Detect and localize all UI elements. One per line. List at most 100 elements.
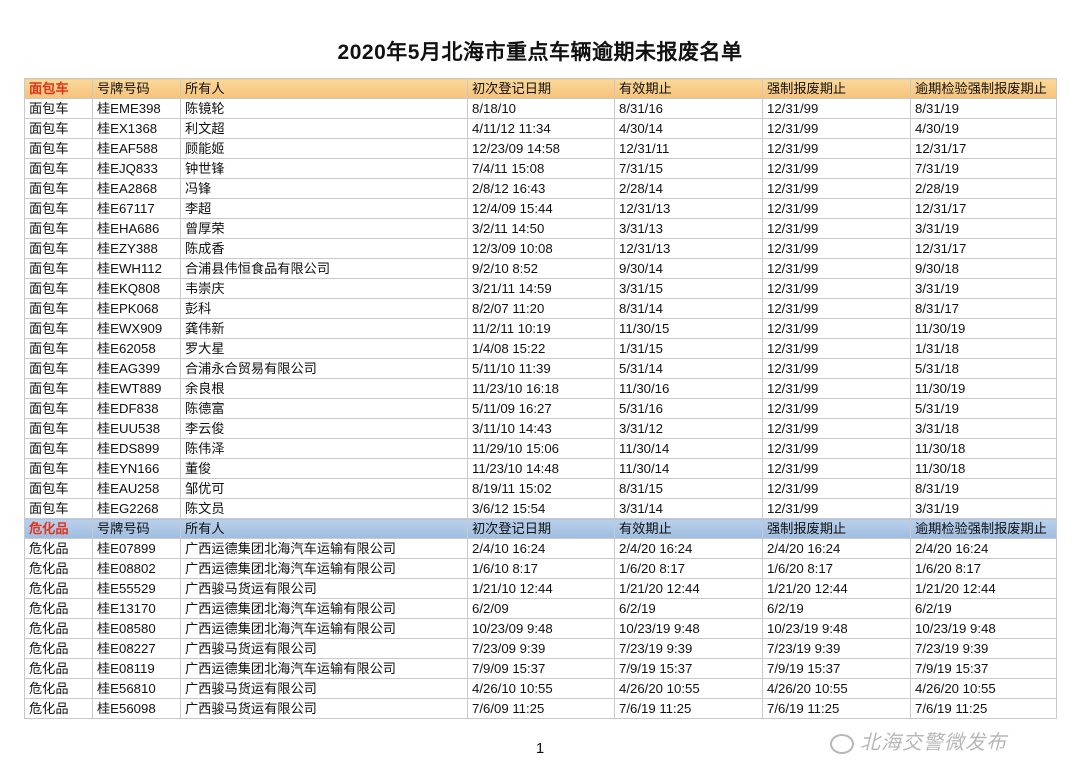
table-row: 面包车 桂EHA686 曾厚荣 3/2/11 14:50 3/31/13 12/31/99…	[24, 218, 1057, 239]
cell-owner: 合浦县伟恒食品有限公司	[180, 258, 468, 279]
cell-forced-scrap: 12/31/99	[762, 418, 911, 439]
cell-valid-until: 7/6/19 11:25	[614, 698, 763, 719]
table-row: 面包车 桂EYN166 董俊 11/23/10 14:48 11/30/14 12/31/…	[24, 458, 1057, 479]
cell-valid-until: 12/31/11	[614, 138, 763, 159]
cell-forced-scrap: 12/31/99	[762, 178, 911, 199]
cell-valid-until: 2/4/20 16:24	[614, 538, 763, 559]
cell-overdue-scrap: 3/31/19	[910, 498, 1057, 519]
cell-first-registration: 8/18/10	[467, 98, 615, 119]
table-row: 危化品 桂E08580 广西运德集团北海汽车运输有限公司 10/23/09 9:48 1…	[24, 618, 1057, 639]
vehicle-table: 面包车 号牌号码 所有人 初次登记日期 有效期止 强制报废期止 逾期检验强制报废期止 面包车桂…	[24, 78, 1057, 719]
cell-overdue-scrap: 8/31/17	[910, 298, 1057, 319]
cell-category: 面包车	[24, 418, 93, 439]
cell-first-registration: 12/3/09 10:08	[467, 238, 615, 259]
cell-valid-until: 7/31/15	[614, 158, 763, 179]
cell-overdue-scrap: 11/30/19	[910, 378, 1057, 399]
cell-overdue-scrap: 6/2/19	[910, 598, 1057, 619]
table-row: 面包车 桂EME398 陈镜轮 8/18/10 8/31/16 12/31/99 8/31/…	[24, 98, 1057, 119]
table-row: 面包车 桂EWH112 合浦县伟恒食品有限公司 9/2/10 8:52 9/30/14 1…	[24, 258, 1057, 279]
page-number: 1	[535, 740, 545, 757]
table-row: 危化品 桂E08119 广西运德集团北海汽车运输有限公司 7/9/09 15:37 7/…	[24, 658, 1057, 679]
cell-owner: 广西骏马货运有限公司	[180, 698, 468, 719]
cell-valid-until: 8/31/14	[614, 298, 763, 319]
cell-plate: 桂EDS899	[92, 438, 181, 459]
cell-forced-scrap: 12/31/99	[762, 338, 911, 359]
cell-forced-scrap: 7/9/19 15:37	[762, 658, 911, 679]
table-row: 危化品 桂E56098 广西骏马货运有限公司 7/6/09 11:25 7/6/19 1…	[24, 698, 1057, 719]
header-forced-scrap: 强制报废期止	[762, 518, 911, 539]
cell-plate: 桂EME398	[92, 98, 181, 119]
cell-category: 危化品	[24, 678, 93, 699]
table-row: 面包车 桂EWT889 余良根 11/23/10 16:18 11/30/16 12/31…	[24, 378, 1057, 399]
cell-first-registration: 11/23/10 14:48	[467, 458, 615, 479]
cell-valid-until: 10/23/19 9:48	[614, 618, 763, 639]
cell-category: 面包车	[24, 118, 93, 139]
table-row: 面包车 桂EZY388 陈成香 12/3/09 10:08 12/31/13 12/31/…	[24, 238, 1057, 259]
cell-forced-scrap: 12/31/99	[762, 138, 911, 159]
document-title: 2020年5月北海市重点车辆逾期未报废名单	[337, 41, 743, 64]
cell-forced-scrap: 12/31/99	[762, 378, 911, 399]
cell-category: 面包车	[24, 298, 93, 319]
cell-valid-until: 1/31/15	[614, 338, 763, 359]
cell-forced-scrap: 12/31/99	[762, 498, 911, 519]
cell-category: 面包车	[24, 358, 93, 379]
cell-valid-until: 3/31/14	[614, 498, 763, 519]
cell-owner: 冯锋	[180, 178, 468, 199]
cell-first-registration: 11/2/11 10:19	[467, 318, 615, 339]
table-row: 面包车 桂EKQ808 韦崇庆 3/21/11 14:59 3/31/15 12/31/9…	[24, 278, 1057, 299]
cell-valid-until: 1/21/20 12:44	[614, 578, 763, 599]
cell-owner: 广西运德集团北海汽车运输有限公司	[180, 558, 468, 579]
cell-valid-until: 12/31/13	[614, 198, 763, 219]
cell-overdue-scrap: 9/30/18	[910, 258, 1057, 279]
cell-first-registration: 7/23/09 9:39	[467, 638, 615, 659]
header-category: 面包车	[24, 78, 93, 99]
cell-category: 面包车	[24, 198, 93, 219]
cell-first-registration: 2/8/12 16:43	[467, 178, 615, 199]
cell-plate: 桂E08580	[92, 618, 181, 639]
cell-overdue-scrap: 7/23/19 9:39	[910, 638, 1057, 659]
cell-category: 面包车	[24, 458, 93, 479]
cell-plate: 桂EWH112	[92, 258, 181, 279]
cell-owner: 陈伟泽	[180, 438, 468, 459]
header-valid-until: 有效期止	[614, 78, 763, 99]
cell-owner: 陈德富	[180, 398, 468, 419]
table-row: 面包车 桂EAG399 合浦永合贸易有限公司 5/11/10 11:39 5/31/14…	[24, 358, 1057, 379]
cell-valid-until: 12/31/13	[614, 238, 763, 259]
cell-valid-until: 11/30/16	[614, 378, 763, 399]
cell-valid-until: 11/30/14	[614, 438, 763, 459]
table-row: 面包车 桂EA2868 冯锋 2/8/12 16:43 2/28/14 12/31/99 2…	[24, 178, 1057, 199]
cell-owner: 合浦永合贸易有限公司	[180, 358, 468, 379]
cell-forced-scrap: 12/31/99	[762, 398, 911, 419]
cell-plate: 桂E13170	[92, 598, 181, 619]
cell-overdue-scrap: 2/28/19	[910, 178, 1057, 199]
cell-forced-scrap: 12/31/99	[762, 358, 911, 379]
section-header-row: 危化品 号牌号码 所有人 初次登记日期 有效期止 强制报废期止 逾期检验强制报废期止	[24, 518, 1057, 539]
cell-category: 面包车	[24, 258, 93, 279]
table-row: 危化品 桂E13170 广西运德集团北海汽车运输有限公司 6/2/09 6/2/19 6/…	[24, 598, 1057, 619]
header-first-registration: 初次登记日期	[467, 518, 615, 539]
cell-plate: 桂E08802	[92, 558, 181, 579]
cell-owner: 龚伟新	[180, 318, 468, 339]
cell-owner: 罗大星	[180, 338, 468, 359]
cell-valid-until: 4/26/20 10:55	[614, 678, 763, 699]
table-row: 面包车 桂E62058 罗大星 1/4/08 15:22 1/31/15 12/31/99…	[24, 338, 1057, 359]
table-row: 危化品 桂E08802 广西运德集团北海汽车运输有限公司 1/6/10 8:17 1/6…	[24, 558, 1057, 579]
cell-forced-scrap: 1/21/20 12:44	[762, 578, 911, 599]
cell-plate: 桂EZY388	[92, 238, 181, 259]
table-row: 危化品 桂E56810 广西骏马货运有限公司 4/26/10 10:55 4/26/20…	[24, 678, 1057, 699]
cell-first-registration: 11/29/10 15:06	[467, 438, 615, 459]
cell-owner: 陈成香	[180, 238, 468, 259]
cell-valid-until: 9/30/14	[614, 258, 763, 279]
cell-first-registration: 6/2/09	[467, 598, 615, 619]
cell-first-registration: 3/11/10 14:43	[467, 418, 615, 439]
header-plate: 号牌号码	[92, 518, 181, 539]
cell-valid-until: 6/2/19	[614, 598, 763, 619]
cell-owner: 陈镜轮	[180, 98, 468, 119]
cell-owner: 广西运德集团北海汽车运输有限公司	[180, 658, 468, 679]
cell-valid-until: 8/31/16	[614, 98, 763, 119]
cell-forced-scrap: 12/31/99	[762, 98, 911, 119]
cell-plate: 桂EPK068	[92, 298, 181, 319]
cell-plate: 桂EKQ808	[92, 278, 181, 299]
cell-owner: 余良根	[180, 378, 468, 399]
cell-forced-scrap: 12/31/99	[762, 438, 911, 459]
